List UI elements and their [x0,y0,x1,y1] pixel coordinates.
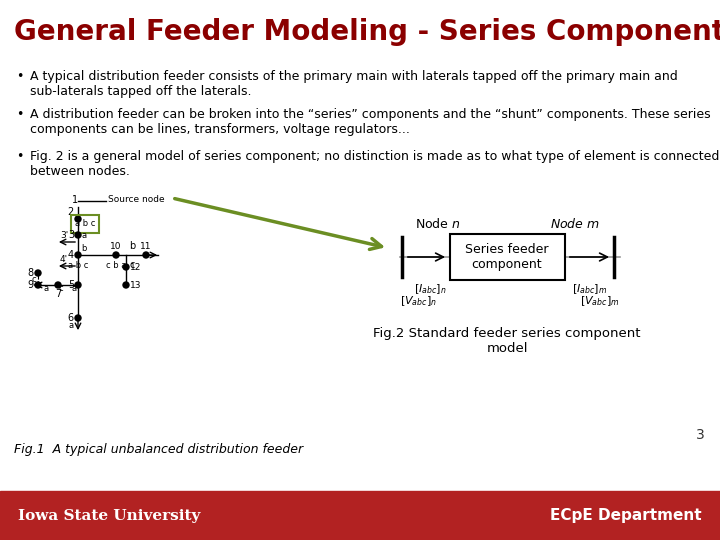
Circle shape [75,282,81,288]
Text: 9: 9 [28,280,34,290]
Text: 1: 1 [72,195,78,205]
Text: 3: 3 [68,230,74,240]
Text: Fig. 2 is a general model of series component; no distinction is made as to what: Fig. 2 is a general model of series comp… [30,150,719,178]
Circle shape [143,252,149,258]
Text: •: • [16,150,23,163]
Text: c: c [59,284,63,293]
Text: 7: 7 [55,289,61,299]
Text: b: b [81,244,86,253]
Bar [71,215,99,233]
Text: c b a: c b a [106,261,126,270]
Text: 13: 13 [130,280,142,289]
Text: 5: 5 [68,280,74,290]
Circle shape [35,282,41,288]
Text: 8: 8 [28,268,34,278]
Circle shape [55,282,61,288]
Text: Source node: Source node [108,194,165,204]
Text: c: c [32,275,36,285]
Text: Node $m$: Node $m$ [550,217,600,231]
Text: 10: 10 [110,242,122,251]
Circle shape [75,216,81,222]
Text: 2: 2 [68,207,74,217]
Text: Iowa State University: Iowa State University [18,509,200,523]
Text: 6: 6 [68,313,74,323]
Text: a b c: a b c [68,261,88,270]
Circle shape [123,282,129,288]
Circle shape [113,252,119,258]
Circle shape [75,315,81,321]
Circle shape [123,264,129,270]
Bar [0,491,720,540]
Text: 3: 3 [696,428,704,442]
Text: $[I_{abc}]_n$: $[I_{abc}]_n$ [413,282,446,296]
FancyBboxPatch shape [450,234,565,280]
Text: Node $n$: Node $n$ [415,217,461,231]
Text: 11: 11 [140,242,152,251]
Text: b: b [129,241,135,251]
Text: 4': 4' [60,255,68,264]
Text: 12: 12 [130,262,141,272]
Text: a: a [69,321,74,329]
Text: •: • [16,108,23,121]
Text: a: a [81,231,86,240]
Text: Series feeder
component: Series feeder component [465,243,549,271]
Text: A typical distribution feeder consists of the primary main with laterals tapped : A typical distribution feeder consists o… [30,70,678,98]
Text: Fig.1  A typical unbalanced distribution feeder: Fig.1 A typical unbalanced distribution … [14,443,303,456]
Text: a b c: a b c [75,219,95,228]
Text: Fig.2 Standard feeder series component
model: Fig.2 Standard feeder series component m… [373,327,641,355]
Text: ECpE Department: ECpE Department [550,508,702,523]
Text: $[V_{abc}]_n$: $[V_{abc}]_n$ [400,294,437,308]
Circle shape [35,270,41,276]
Text: a: a [43,284,48,293]
Text: 4: 4 [68,250,74,260]
Circle shape [75,252,81,258]
Text: $[I_{abc}]_m$: $[I_{abc}]_m$ [572,282,608,296]
Circle shape [75,232,81,238]
Text: c: c [130,260,135,270]
Text: a: a [71,284,76,293]
Text: General Feeder Modeling - Series Components: General Feeder Modeling - Series Compone… [14,18,720,46]
Text: •: • [16,70,23,83]
Text: $[V_{abc}]_m$: $[V_{abc}]_m$ [580,294,620,308]
Text: 3': 3' [60,231,68,240]
Text: A distribution feeder can be broken into the “series” components and the “shunt”: A distribution feeder can be broken into… [30,108,711,136]
